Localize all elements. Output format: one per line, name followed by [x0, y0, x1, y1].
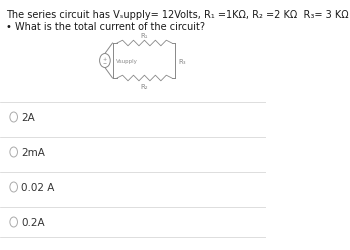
Text: 2A: 2A: [21, 112, 35, 122]
Text: +: +: [103, 57, 107, 62]
Circle shape: [10, 148, 18, 157]
Circle shape: [10, 112, 18, 122]
Circle shape: [10, 182, 18, 192]
Text: R₁: R₁: [141, 33, 148, 39]
Text: 0.02 A: 0.02 A: [21, 182, 55, 192]
Text: 2mA: 2mA: [21, 148, 45, 157]
Text: Vsupply: Vsupply: [116, 59, 138, 64]
Text: The series circuit has Vₛupply= 12Volts, R₁ =1KΩ, R₂ =2 KΩ  R₃= 3 KΩ ;: The series circuit has Vₛupply= 12Volts,…: [6, 10, 350, 20]
Text: R₂: R₂: [141, 84, 148, 90]
Text: • What is the total current of the circuit?: • What is the total current of the circu…: [6, 22, 205, 32]
Text: R₃: R₃: [178, 58, 186, 64]
Circle shape: [100, 54, 110, 68]
Text: 0.2A: 0.2A: [21, 217, 45, 227]
Text: −: −: [103, 61, 107, 66]
Circle shape: [10, 217, 18, 227]
